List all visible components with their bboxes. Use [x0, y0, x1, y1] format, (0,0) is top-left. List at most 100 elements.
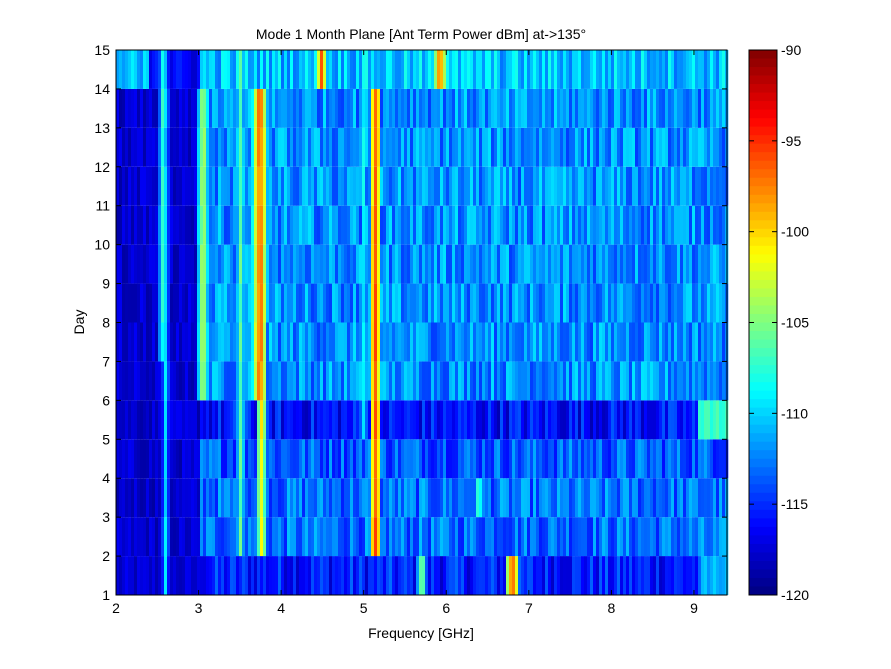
- heatmap-cell: [326, 517, 330, 557]
- heatmap-cell: [392, 283, 396, 323]
- heatmap-cell: [614, 556, 618, 595]
- heatmap-cell: [299, 400, 303, 440]
- heatmap-cell: [491, 166, 495, 206]
- heatmap-cell: [380, 322, 384, 362]
- heatmap-cell: [458, 127, 462, 167]
- heatmap-cell: [437, 400, 441, 440]
- heatmap-cell: [554, 478, 558, 518]
- colorbar-swatch: [749, 373, 777, 383]
- colorbar-swatch: [749, 271, 777, 281]
- heatmap-cell: [215, 127, 219, 167]
- heatmap-cell: [380, 556, 384, 595]
- heatmap-cell: [248, 478, 252, 518]
- heatmap-cell: [188, 439, 192, 479]
- heatmap-cell: [398, 50, 402, 89]
- heatmap-cell: [359, 556, 363, 595]
- heatmap-cell: [344, 50, 348, 89]
- heatmap-cell: [170, 283, 174, 323]
- heatmap-cell: [149, 517, 153, 557]
- heatmap-cell: [413, 88, 417, 128]
- heatmap-cell: [686, 517, 690, 557]
- heatmap-cell: [248, 283, 252, 323]
- heatmap-cell: [272, 283, 276, 323]
- heatmap-cell: [554, 322, 558, 362]
- heatmap-cell: [395, 127, 399, 167]
- heatmap-cell: [554, 556, 558, 595]
- heatmap-cell: [683, 478, 687, 518]
- heatmap-cell: [692, 283, 696, 323]
- heatmap-cell: [239, 88, 243, 128]
- heatmap-cell: [479, 361, 483, 401]
- heatmap-cell: [677, 517, 681, 557]
- heatmap-cell: [512, 283, 516, 323]
- heatmap-cell: [566, 439, 570, 479]
- heatmap-cell: [641, 50, 645, 89]
- heatmap-cell: [467, 556, 471, 595]
- heatmap-cell: [278, 244, 282, 284]
- heatmap-cell: [254, 556, 258, 595]
- colorbar-swatch: [749, 237, 777, 247]
- heatmap-cell: [248, 361, 252, 401]
- heatmap-cell: [707, 361, 711, 401]
- heatmap-cell: [275, 166, 279, 206]
- heatmap-cell: [575, 127, 579, 167]
- heatmap-cell: [380, 283, 384, 323]
- heatmap-cell: [251, 205, 255, 245]
- heatmap-cell: [539, 517, 543, 557]
- heatmap-cell: [437, 283, 441, 323]
- heatmap-cell: [662, 361, 666, 401]
- heatmap-cell: [329, 205, 333, 245]
- heatmap-cell: [434, 127, 438, 167]
- heatmap-cell: [155, 439, 159, 479]
- heatmap-cell: [203, 244, 207, 284]
- heatmap-cell: [326, 50, 330, 89]
- heatmap-cell: [341, 244, 345, 284]
- heatmap-cell: [224, 322, 228, 362]
- heatmap-cell: [638, 478, 642, 518]
- heatmap-cell: [293, 400, 297, 440]
- heatmap-cell: [251, 556, 255, 595]
- heatmap-cell: [536, 322, 540, 362]
- heatmap-cell: [518, 517, 522, 557]
- heatmap-cell: [542, 439, 546, 479]
- heatmap-cell: [533, 556, 537, 595]
- heatmap-cell: [608, 556, 612, 595]
- heatmap-cell: [161, 88, 165, 128]
- heatmap-cell: [440, 361, 444, 401]
- heatmap-cell: [296, 127, 300, 167]
- heatmap-cell: [653, 556, 657, 595]
- heatmap-cell: [350, 439, 354, 479]
- heatmap-cell: [185, 478, 189, 518]
- heatmap-cell: [572, 400, 576, 440]
- heatmap-cell: [248, 166, 252, 206]
- heatmap-cell: [440, 244, 444, 284]
- heatmap-cell: [590, 478, 594, 518]
- heatmap-cell: [503, 322, 507, 362]
- heatmap-cell: [572, 283, 576, 323]
- heatmap-cell: [656, 205, 660, 245]
- heatmap-cell: [542, 361, 546, 401]
- heatmap-cell: [215, 205, 219, 245]
- heatmap-cell: [326, 361, 330, 401]
- heatmap-cell: [716, 127, 720, 167]
- heatmap-cell: [362, 205, 366, 245]
- heatmap-cell: [287, 400, 291, 440]
- heatmap-cell: [242, 478, 246, 518]
- heatmap-cell: [521, 88, 525, 128]
- heatmap-cell: [551, 205, 555, 245]
- heatmap-cell: [497, 361, 501, 401]
- heatmap-cell: [155, 517, 159, 557]
- heatmap-cell: [458, 439, 462, 479]
- heatmap-cell: [602, 50, 606, 89]
- heatmap-cell: [638, 50, 642, 89]
- heatmap-cell: [428, 244, 432, 284]
- heatmap-cell: [632, 361, 636, 401]
- colorbar-swatch: [749, 569, 777, 579]
- heatmap-cell: [197, 517, 201, 557]
- heatmap-cell: [605, 517, 609, 557]
- heatmap-cell: [566, 127, 570, 167]
- heatmap-cell: [353, 322, 357, 362]
- heatmap-cell: [485, 88, 489, 128]
- heatmap-cell: [680, 517, 684, 557]
- heatmap-cell: [641, 556, 645, 595]
